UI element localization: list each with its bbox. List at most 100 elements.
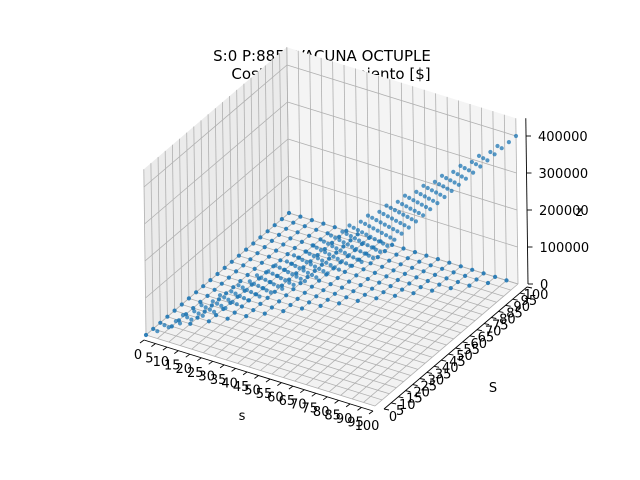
data-point: [399, 231, 404, 236]
gridline-left-S: [229, 95, 233, 262]
data-point: [405, 256, 410, 261]
x-tick-label: 75: [302, 401, 319, 416]
data-point: [263, 277, 268, 282]
data-point: [432, 179, 437, 184]
x-tick-label: 0: [134, 348, 142, 363]
data-point: [285, 252, 290, 257]
data-point: [391, 268, 396, 273]
y-tick-label: 25: [421, 380, 438, 395]
data-point: [392, 237, 397, 242]
data-point: [354, 273, 359, 278]
data-point: [219, 281, 224, 286]
y-tick-mark: [519, 292, 525, 295]
y-tick-mark: [484, 323, 490, 326]
gridline-left-S: [172, 144, 175, 311]
data-point: [325, 297, 330, 302]
data-point: [226, 297, 231, 302]
data-point: [341, 240, 346, 245]
data-point: [360, 230, 365, 235]
data-point: [226, 275, 231, 280]
data-point: [307, 233, 312, 238]
data-point: [329, 240, 335, 245]
data-point: [401, 246, 406, 251]
data-point: [251, 281, 257, 286]
data-point: [362, 292, 367, 297]
data-point: [332, 225, 337, 230]
data-point: [416, 210, 421, 216]
data-point: [212, 309, 217, 314]
gridline-back-s: [400, 82, 404, 249]
data-point: [440, 266, 445, 271]
data-point: [273, 263, 278, 268]
data-point: [276, 232, 282, 237]
data-point: [246, 298, 251, 303]
data-point: [413, 219, 418, 224]
data-point: [318, 303, 323, 308]
data-point: [188, 321, 193, 326]
y-tick-mark: [412, 384, 418, 387]
data-point: [375, 228, 380, 233]
data-point: [312, 264, 318, 269]
gridline-back-z: [288, 175, 518, 248]
data-point: [291, 220, 296, 225]
y-tick-label: 50: [456, 349, 473, 364]
data-point: [238, 279, 243, 284]
data-point: [321, 288, 326, 293]
data-point: [375, 255, 380, 260]
data-point: [281, 242, 286, 247]
data-point: [321, 221, 326, 226]
data-point: [369, 245, 374, 250]
data-point: [328, 263, 333, 268]
data-point: [372, 270, 377, 275]
data-point: [269, 305, 274, 310]
data-point: [286, 210, 292, 216]
data-point: [256, 283, 261, 288]
data-point: [355, 257, 360, 262]
data-point: [215, 271, 220, 277]
data-point: [251, 308, 256, 313]
data-point: [345, 242, 350, 247]
data-point: [331, 254, 336, 259]
y-tick-label: 35: [435, 367, 452, 382]
y-tick-label: 95: [521, 294, 538, 309]
gridline-floor-S: [210, 279, 440, 352]
data-point: [359, 259, 364, 264]
data-point: [298, 214, 303, 219]
data-point: [324, 260, 329, 265]
data-point: [257, 294, 262, 299]
data-point: [327, 252, 332, 257]
data-point: [266, 269, 271, 274]
x-tick-mark: [357, 407, 362, 411]
data-point: [435, 257, 440, 262]
data-point: [414, 189, 419, 194]
data-point: [248, 257, 253, 262]
chart-title: S:0 P:885: VACUNA OCTUPLE: [213, 47, 431, 65]
data-point: [265, 295, 270, 300]
data-point: [404, 204, 409, 209]
data-point: [284, 226, 289, 231]
data-point: [368, 234, 373, 239]
x-tick-mark: [231, 368, 236, 372]
x-tick-mark: [174, 350, 179, 354]
data-point: [423, 204, 429, 210]
data-point: [382, 249, 387, 254]
data-point: [309, 272, 315, 278]
x-tick-label: 100: [355, 419, 380, 434]
data-point: [195, 315, 200, 320]
data-point: [381, 290, 386, 295]
x-tick-mark: [185, 353, 191, 358]
gridline-back-s: [378, 75, 381, 242]
data-point: [499, 146, 504, 151]
data-point: [455, 172, 460, 177]
data-point: [473, 162, 479, 167]
data-point: [355, 298, 360, 303]
data-point: [241, 296, 247, 301]
data-point: [249, 289, 254, 295]
data-point: [319, 262, 324, 267]
data-point: [287, 280, 292, 285]
y-axis-label: S: [489, 381, 497, 396]
data-point: [418, 192, 423, 197]
gridline-back-s: [297, 50, 301, 217]
data-point: [280, 286, 285, 291]
